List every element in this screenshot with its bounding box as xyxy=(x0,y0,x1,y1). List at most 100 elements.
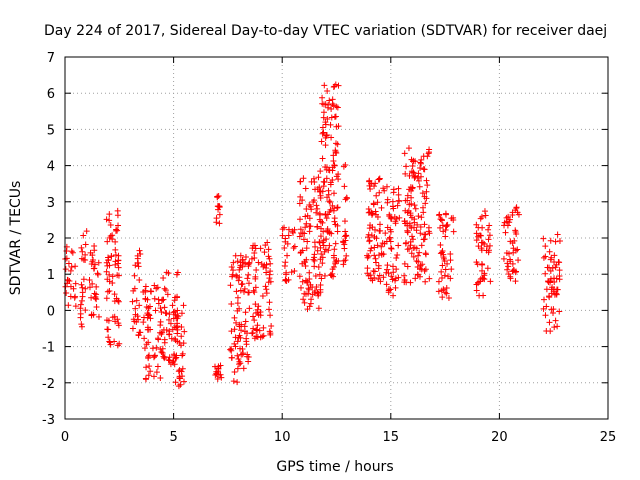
data-point-marker xyxy=(413,227,420,234)
data-point-marker xyxy=(259,292,266,299)
data-point-marker xyxy=(237,287,244,294)
data-point-marker xyxy=(180,340,187,347)
data-point-marker xyxy=(366,177,373,184)
data-point-marker xyxy=(213,215,220,222)
data-point-marker xyxy=(67,293,74,300)
data-point-marker xyxy=(94,270,101,277)
data-point-marker xyxy=(317,168,324,175)
data-point-marker xyxy=(266,299,273,306)
data-point-marker xyxy=(246,259,253,266)
data-point-marker xyxy=(386,235,393,242)
data-point-marker xyxy=(72,280,79,287)
data-point-marker xyxy=(372,208,379,215)
data-point-marker xyxy=(364,265,371,272)
data-point-marker xyxy=(394,252,401,259)
data-point-marker xyxy=(506,250,513,257)
data-point-marker xyxy=(313,209,320,216)
data-point-marker xyxy=(372,226,379,233)
data-point-marker xyxy=(318,225,325,232)
data-point-marker xyxy=(330,263,337,270)
data-point-marker xyxy=(216,220,223,227)
data-point-marker xyxy=(320,228,327,235)
data-point-marker xyxy=(135,332,142,339)
data-point-marker xyxy=(374,242,381,249)
data-point-marker xyxy=(330,158,337,165)
data-point-marker xyxy=(513,205,520,212)
data-point-marker xyxy=(134,252,141,259)
data-point-marker xyxy=(320,114,327,121)
data-point-marker xyxy=(171,297,178,304)
data-point-marker xyxy=(395,274,402,281)
data-point-marker xyxy=(93,296,100,303)
data-point-marker xyxy=(551,324,558,331)
data-point-marker xyxy=(388,273,395,280)
data-point-marker xyxy=(133,297,140,304)
data-point-marker xyxy=(111,298,118,305)
data-point-marker xyxy=(509,260,516,267)
data-point-marker xyxy=(236,274,243,281)
data-point-marker xyxy=(241,285,248,292)
data-point-marker xyxy=(297,178,304,185)
data-point-marker xyxy=(327,179,334,186)
data-point-marker xyxy=(236,305,243,312)
data-point-marker xyxy=(242,309,249,316)
data-point-marker xyxy=(401,276,408,283)
data-point-marker xyxy=(306,303,313,310)
data-point-marker xyxy=(324,115,331,122)
data-point-marker xyxy=(115,298,122,305)
data-point-marker xyxy=(237,262,244,269)
data-point-marker xyxy=(264,239,271,246)
data-point-marker xyxy=(266,275,273,282)
data-point-marker xyxy=(425,149,432,156)
data-point-marker xyxy=(236,358,243,365)
data-point-marker xyxy=(299,197,306,204)
data-point-marker xyxy=(321,272,328,279)
data-point-marker xyxy=(543,327,550,334)
data-point-marker xyxy=(228,263,235,270)
data-point-marker xyxy=(242,318,249,325)
data-point-marker xyxy=(151,295,158,302)
data-point-marker xyxy=(114,227,121,234)
data-point-marker xyxy=(302,185,309,192)
data-point-marker xyxy=(245,358,252,365)
data-point-marker xyxy=(542,243,549,250)
data-point-marker xyxy=(540,235,547,242)
data-point-marker xyxy=(372,180,379,187)
data-point-marker xyxy=(507,275,514,282)
data-point-marker xyxy=(323,215,330,222)
data-point-marker xyxy=(503,214,510,221)
data-point-marker xyxy=(145,339,152,346)
data-point-marker xyxy=(86,277,93,284)
data-point-marker xyxy=(315,292,322,299)
data-point-marker xyxy=(407,210,414,217)
data-point-marker xyxy=(311,263,318,270)
data-point-marker xyxy=(504,266,511,273)
data-point-marker xyxy=(316,238,323,245)
data-point-marker xyxy=(297,249,304,256)
data-point-marker xyxy=(236,266,243,273)
data-point-marker xyxy=(267,312,274,319)
data-point-marker xyxy=(383,183,390,190)
data-point-marker xyxy=(368,245,375,252)
data-point-marker xyxy=(235,277,242,284)
data-point-marker xyxy=(512,278,519,285)
data-point-marker xyxy=(417,165,424,171)
data-point-marker xyxy=(230,259,237,266)
data-point-marker xyxy=(318,275,325,282)
data-point-marker xyxy=(65,277,72,284)
data-point-marker xyxy=(308,178,315,185)
data-point-marker xyxy=(108,252,115,259)
data-point-marker xyxy=(484,265,491,272)
data-point-marker xyxy=(379,240,386,247)
data-point-marker xyxy=(289,228,296,235)
data-point-marker xyxy=(448,266,455,273)
data-point-marker xyxy=(153,344,160,351)
data-point-marker xyxy=(389,198,396,205)
data-point-marker xyxy=(329,100,336,107)
data-point-marker xyxy=(78,321,85,328)
data-point-marker xyxy=(332,221,339,228)
data-point-marker xyxy=(310,199,317,206)
data-point-marker xyxy=(404,209,411,216)
data-point-marker xyxy=(412,205,419,212)
data-point-marker xyxy=(170,309,177,316)
